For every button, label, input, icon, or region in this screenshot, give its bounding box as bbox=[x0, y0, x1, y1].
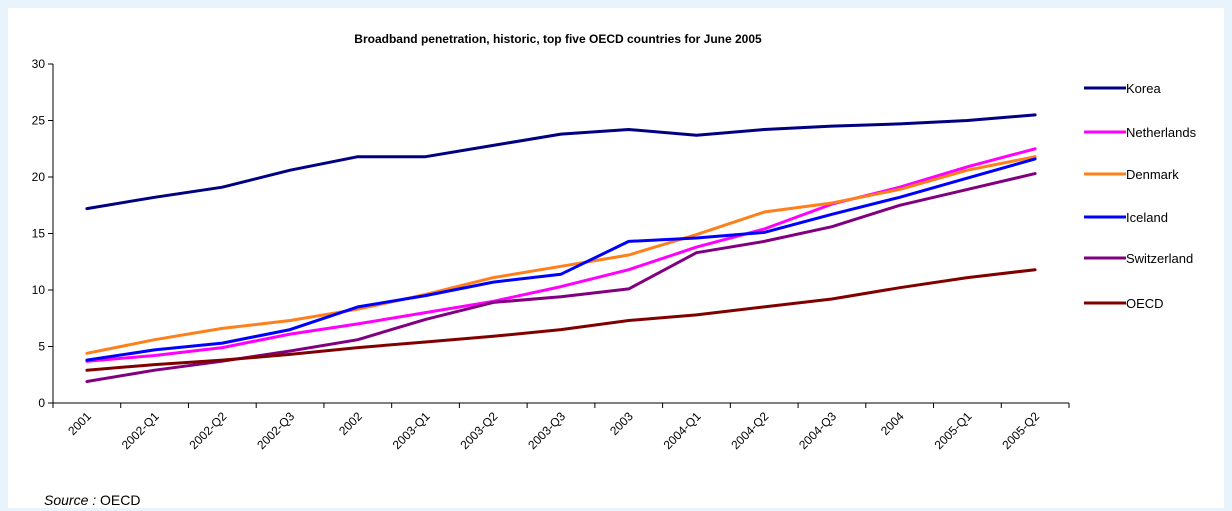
chart-series bbox=[85, 113, 1037, 383]
legend-label-netherlands: Netherlands bbox=[1126, 125, 1197, 140]
x-tick-label: 2001 bbox=[65, 409, 94, 438]
x-tick-label: 2003 bbox=[607, 409, 636, 438]
y-tick-label: 30 bbox=[32, 57, 46, 71]
source-prefix: Source : bbox=[44, 492, 97, 508]
x-tick-label: 2003-Q1 bbox=[390, 409, 433, 452]
source-value: OECD bbox=[100, 492, 141, 508]
chart-frame: Broadband penetration, historic, top fiv… bbox=[8, 8, 1224, 508]
x-tick-label: 2002-Q1 bbox=[119, 409, 162, 452]
legend-label-denmark: Denmark bbox=[1126, 167, 1179, 182]
series-line-denmark bbox=[85, 155, 1037, 355]
series-line-oecd bbox=[85, 268, 1037, 372]
series-line-korea bbox=[85, 113, 1037, 211]
series-line-switzerland bbox=[85, 172, 1037, 383]
y-tick-label: 0 bbox=[38, 396, 45, 410]
y-tick-label: 10 bbox=[32, 283, 46, 297]
legend-label-iceland: Iceland bbox=[1126, 210, 1168, 225]
legend-label-switzerland: Switzerland bbox=[1126, 251, 1193, 266]
source-note: Source : OECD bbox=[44, 492, 140, 508]
x-tick-label: 2005-Q1 bbox=[932, 409, 975, 452]
y-tick-label: 15 bbox=[32, 227, 46, 241]
legend-label-korea: Korea bbox=[1126, 81, 1161, 96]
x-tick-label: 2004-Q3 bbox=[796, 409, 839, 452]
x-tick-label: 2003-Q2 bbox=[457, 409, 500, 452]
x-tick-label: 2002-Q2 bbox=[187, 409, 230, 452]
x-tick-label: 2004 bbox=[878, 409, 907, 438]
x-tick-label: 2004-Q1 bbox=[661, 409, 704, 452]
chart-axes: 0 5 10 15 20 25 30 2001 2002-Q1 2002-Q2 2002-Q3 200… bbox=[32, 57, 1070, 452]
legend-label-oecd: OECD bbox=[1126, 296, 1164, 311]
x-tick-label: 2003-Q3 bbox=[525, 409, 568, 452]
y-tick-label: 25 bbox=[32, 114, 46, 128]
chart-title: Broadband penetration, historic, top fiv… bbox=[354, 32, 762, 46]
x-tick-label: 2002 bbox=[336, 409, 365, 438]
x-tick-label: 2002-Q3 bbox=[254, 409, 297, 452]
y-tick-label: 5 bbox=[38, 340, 45, 354]
y-tick-label: 20 bbox=[32, 170, 46, 184]
x-tick-label: 2004-Q2 bbox=[728, 409, 771, 452]
chart-legend: Korea Netherlands Denmark Iceland Switzerlan… bbox=[1084, 81, 1197, 311]
x-tick-label: 2005-Q2 bbox=[999, 409, 1042, 452]
series-line-iceland bbox=[85, 157, 1037, 362]
chart-svg: Broadband penetration, historic, top fiv… bbox=[32, 32, 1197, 452]
